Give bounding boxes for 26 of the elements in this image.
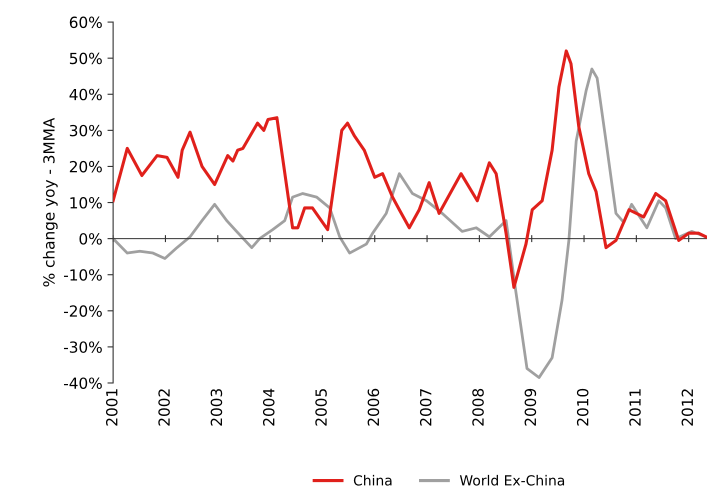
x-tick-label: 2011 bbox=[629, 389, 641, 426]
x-tick-label: 2005 bbox=[315, 389, 327, 426]
x-tick-label: 2010 bbox=[576, 388, 588, 426]
y-tick-label: 40% bbox=[69, 88, 102, 100]
y-tick-label: 50% bbox=[70, 52, 102, 64]
y-tick-label: 60% bbox=[70, 16, 102, 28]
y-axis-title: % change yoy - 3MMA bbox=[42, 118, 58, 287]
y-tick-label: 20% bbox=[70, 160, 102, 172]
legend-label: China bbox=[354, 474, 392, 486]
y-tick-label: -40% bbox=[64, 377, 102, 389]
x-tick-label: 2002 bbox=[158, 389, 170, 426]
y-tick-label: 30% bbox=[70, 124, 102, 136]
y-tick-label: -20% bbox=[64, 305, 102, 317]
y-tick-label: -30% bbox=[64, 341, 102, 353]
x-tick-label: 2003 bbox=[210, 389, 222, 426]
y-tick-label: 10% bbox=[70, 197, 102, 209]
x-tick-label: 2001 bbox=[106, 389, 118, 426]
x-tick-label: 2006 bbox=[368, 388, 380, 426]
legend-label: World Ex-China bbox=[460, 474, 564, 486]
y-tick-label: -10% bbox=[64, 269, 102, 281]
x-tick-label: 2004 bbox=[262, 388, 275, 426]
x-tick-label: 2007 bbox=[420, 389, 432, 426]
x-tick-label: 2009 bbox=[524, 388, 536, 426]
y-tick-label: 0% bbox=[79, 233, 102, 245]
x-tick-label: 2012 bbox=[682, 389, 694, 426]
x-tick-label: 2008 bbox=[472, 388, 484, 426]
